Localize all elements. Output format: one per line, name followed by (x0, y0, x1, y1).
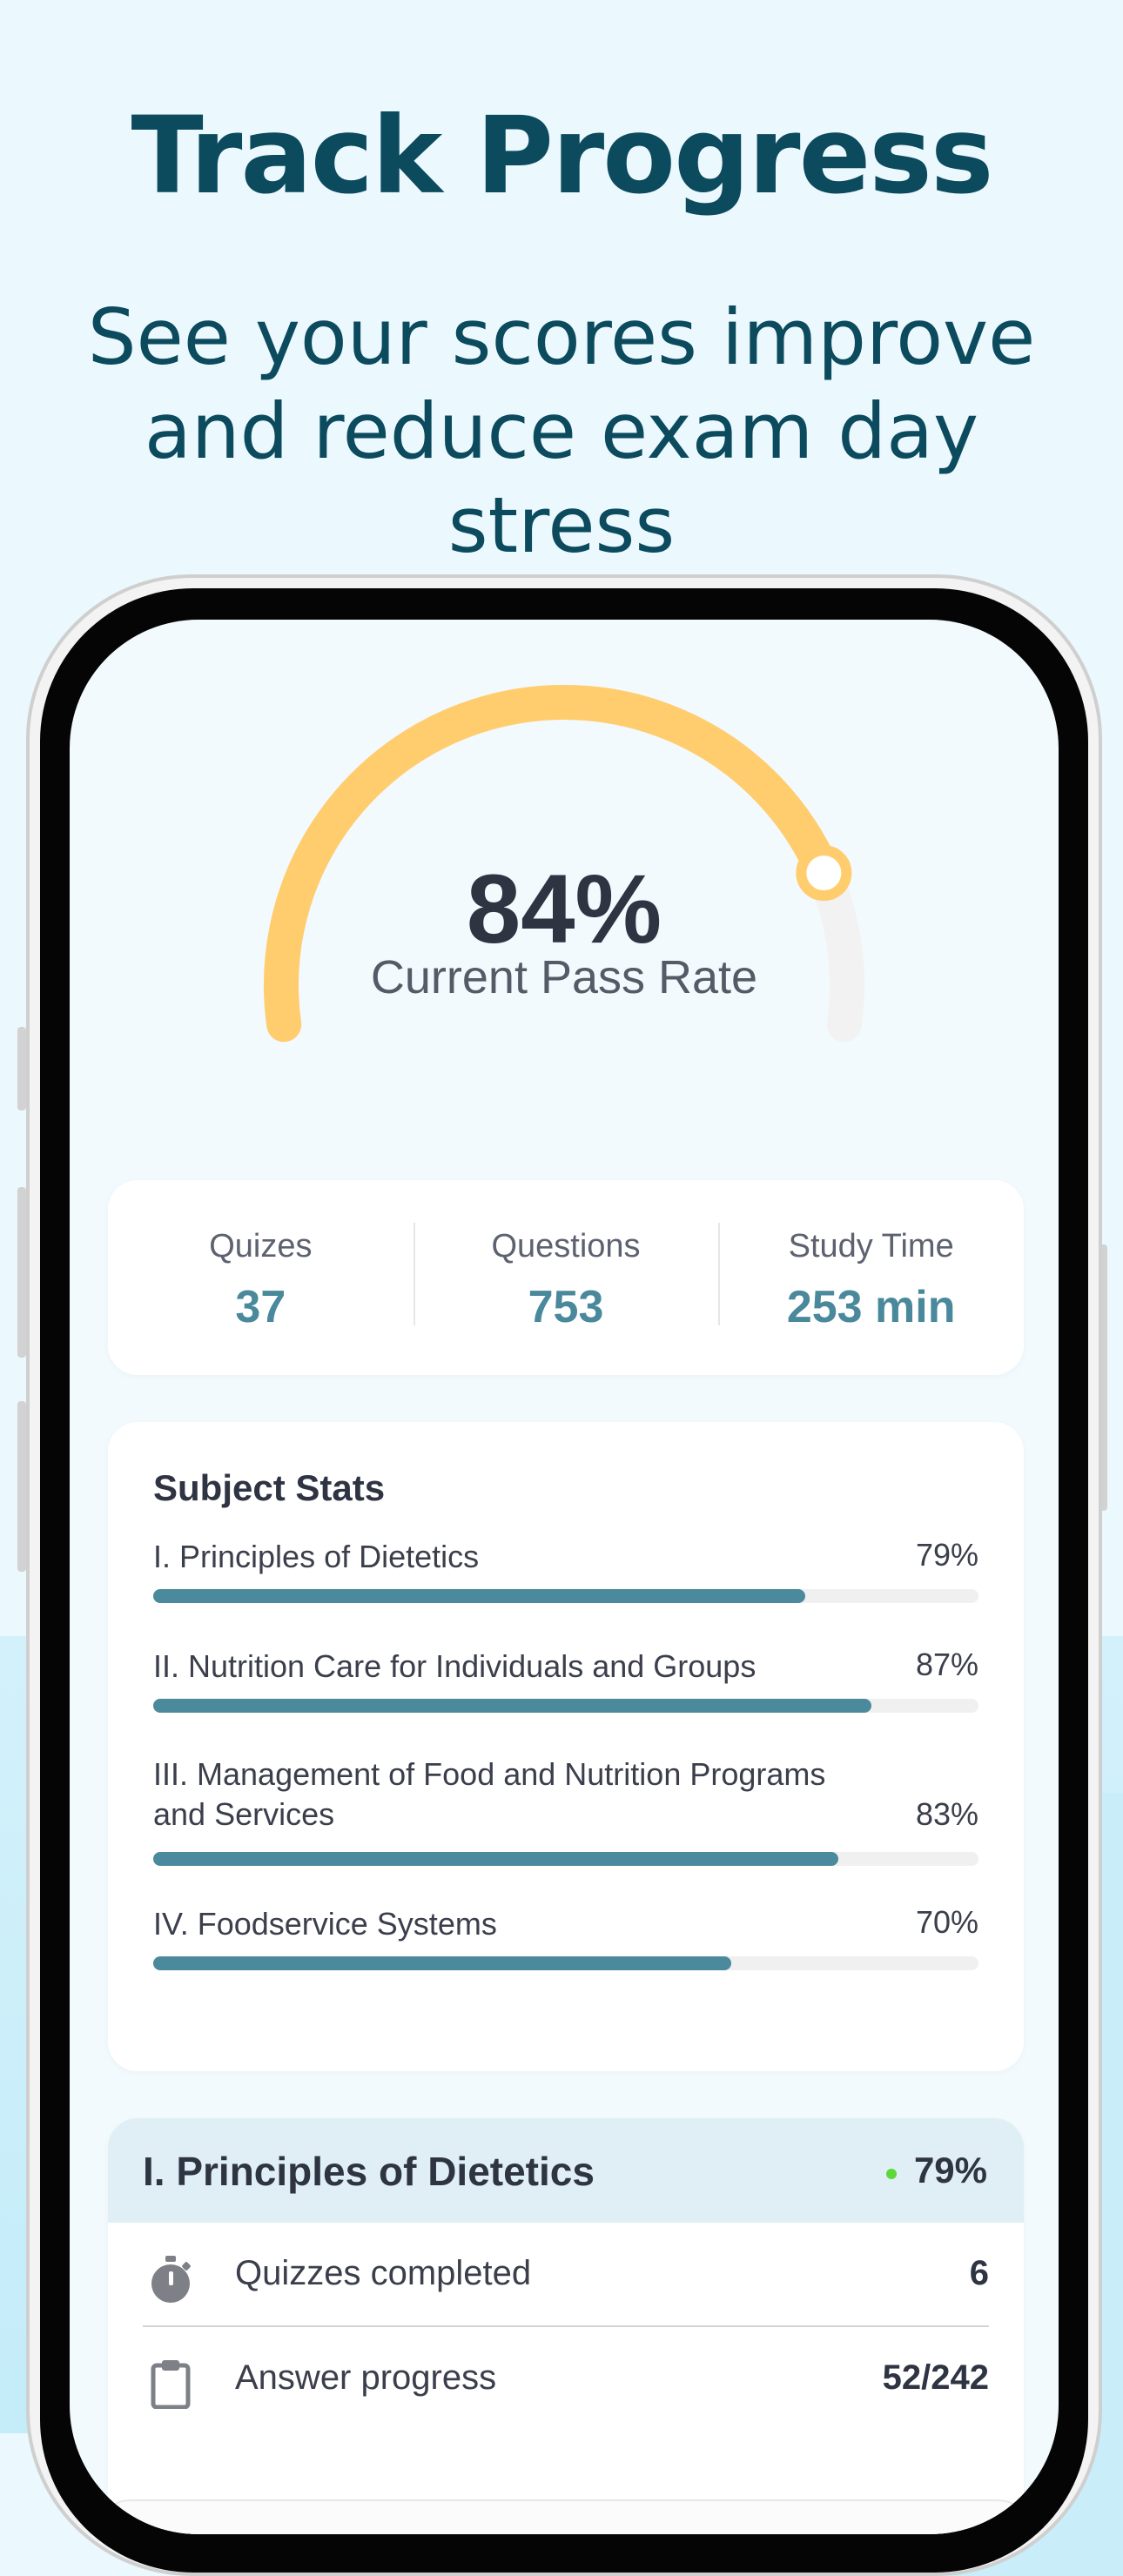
detail-row-answer-progress: Answer progress 52/242 (143, 2327, 989, 2432)
phone-notch (432, 588, 691, 621)
summary-stats-card: Quizes 37 Questions 753 Study Time 253 m… (108, 1180, 1024, 1375)
subject-name: III. Management of Food and Nutrition Pr… (153, 1756, 826, 1832)
phone-mute-switch (17, 1027, 26, 1110)
subject-progress-fill (153, 1956, 731, 1970)
bottom-sheet-edge (96, 2499, 1032, 2534)
stat-label: Quizes (209, 1227, 313, 1265)
subject-stats-card[interactable]: Subject Stats I. Principles of Dietetics… (108, 1422, 1024, 2071)
subject-row[interactable]: I. Principles of Dietetics 79% (153, 1537, 978, 1615)
phone-volume-down-button (17, 1401, 26, 1572)
detail-row-label: Quizzes completed (235, 2254, 532, 2292)
subject-detail-percent: 79% (913, 2150, 987, 2190)
detail-row-quizzes: Quizzes completed 6 (143, 2223, 989, 2327)
subject-percent: 70% (915, 1904, 978, 1940)
subject-percent: 83% (915, 1796, 978, 1832)
subject-detail-card[interactable]: I. Principles of Dietetics 79% Quizzes c… (108, 2118, 1024, 2534)
subject-percent: 87% (915, 1647, 978, 1682)
subject-row[interactable]: III. Management of Food and Nutrition Pr… (153, 1754, 978, 1873)
pass-rate-caption: Current Pass Rate (370, 951, 758, 1003)
detail-row-value: 52/242 (882, 2358, 989, 2397)
stat-value: 753 (528, 1281, 604, 1332)
stat-label: Questions (491, 1227, 641, 1265)
stat-label: Study Time (788, 1227, 954, 1265)
subject-name: I. Principles of Dietetics (153, 1539, 480, 1574)
subject-row[interactable]: IV. Foodservice Systems 70% (153, 1904, 978, 1982)
phone-volume-up-button (17, 1187, 26, 1358)
subject-progress-fill (153, 1699, 871, 1713)
subject-name: II. Nutrition Care for Individuals and G… (153, 1648, 757, 1684)
subject-progress-track (153, 1852, 978, 1866)
stat-questions: Questions 753 (413, 1222, 719, 1333)
subject-percent: 79% (915, 1537, 978, 1573)
subject-progress-track (153, 1699, 978, 1713)
stat-study-time: Study Time 253 min (718, 1222, 1024, 1333)
stat-quizzes: Quizes 37 (108, 1223, 414, 1333)
stat-value: 37 (235, 1281, 286, 1332)
phone-power-button (1099, 1244, 1107, 1511)
subject-progress-track (153, 1956, 978, 1970)
stat-value: 253 min (786, 1281, 956, 1332)
app-screen: 84% Current Pass Rate Quizes 37 Question… (70, 620, 1059, 2534)
pass-rate-gauge: 84% Current Pass Rate (70, 620, 1059, 1072)
status-dot-icon (886, 2169, 897, 2179)
stopwatch-icon (151, 2256, 191, 2303)
subject-progress-track (153, 1589, 978, 1603)
subject-name: IV. Foodservice Systems (153, 1906, 497, 1942)
detail-row-label: Answer progress (235, 2358, 497, 2397)
headline: Track Progress (131, 94, 993, 218)
gauge-fill (264, 685, 842, 1043)
gauge-arc (264, 685, 864, 1043)
subject-stats-title: Subject Stats (153, 1467, 386, 1508)
subject-progress-fill (153, 1852, 838, 1866)
pass-rate-value: 84% (466, 855, 662, 963)
subject-progress-fill (153, 1589, 805, 1603)
detail-row-value: 6 (969, 2254, 989, 2292)
clipboard-icon (151, 2360, 191, 2409)
subheadline: See your scores improve and reduce exam … (87, 292, 1036, 570)
subject-row[interactable]: II. Nutrition Care for Individuals and G… (153, 1647, 978, 1725)
gauge-knob (796, 845, 852, 902)
subject-detail-header[interactable]: I. Principles of Dietetics 79% (108, 2118, 1024, 2223)
row-divider (143, 2325, 989, 2327)
subject-detail-title: I. Principles of Dietetics (143, 2149, 595, 2194)
